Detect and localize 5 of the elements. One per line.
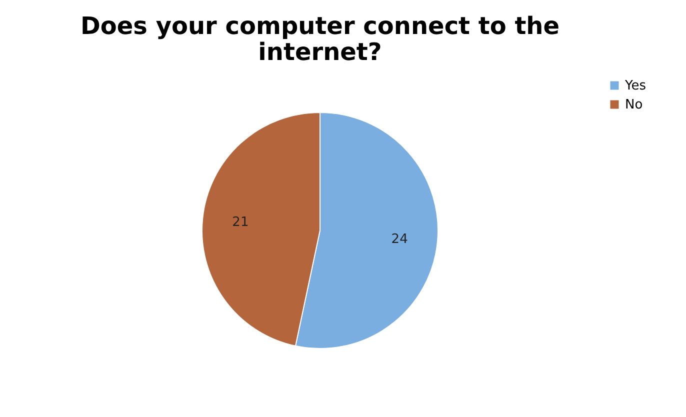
data-label: 21	[232, 215, 249, 230]
chart-title: Does your computer connect to the internet?	[80, 12, 560, 66]
legend-label: Yes	[624, 78, 646, 94]
legend-label: No	[625, 98, 643, 112]
data-label: 24	[391, 232, 408, 247]
